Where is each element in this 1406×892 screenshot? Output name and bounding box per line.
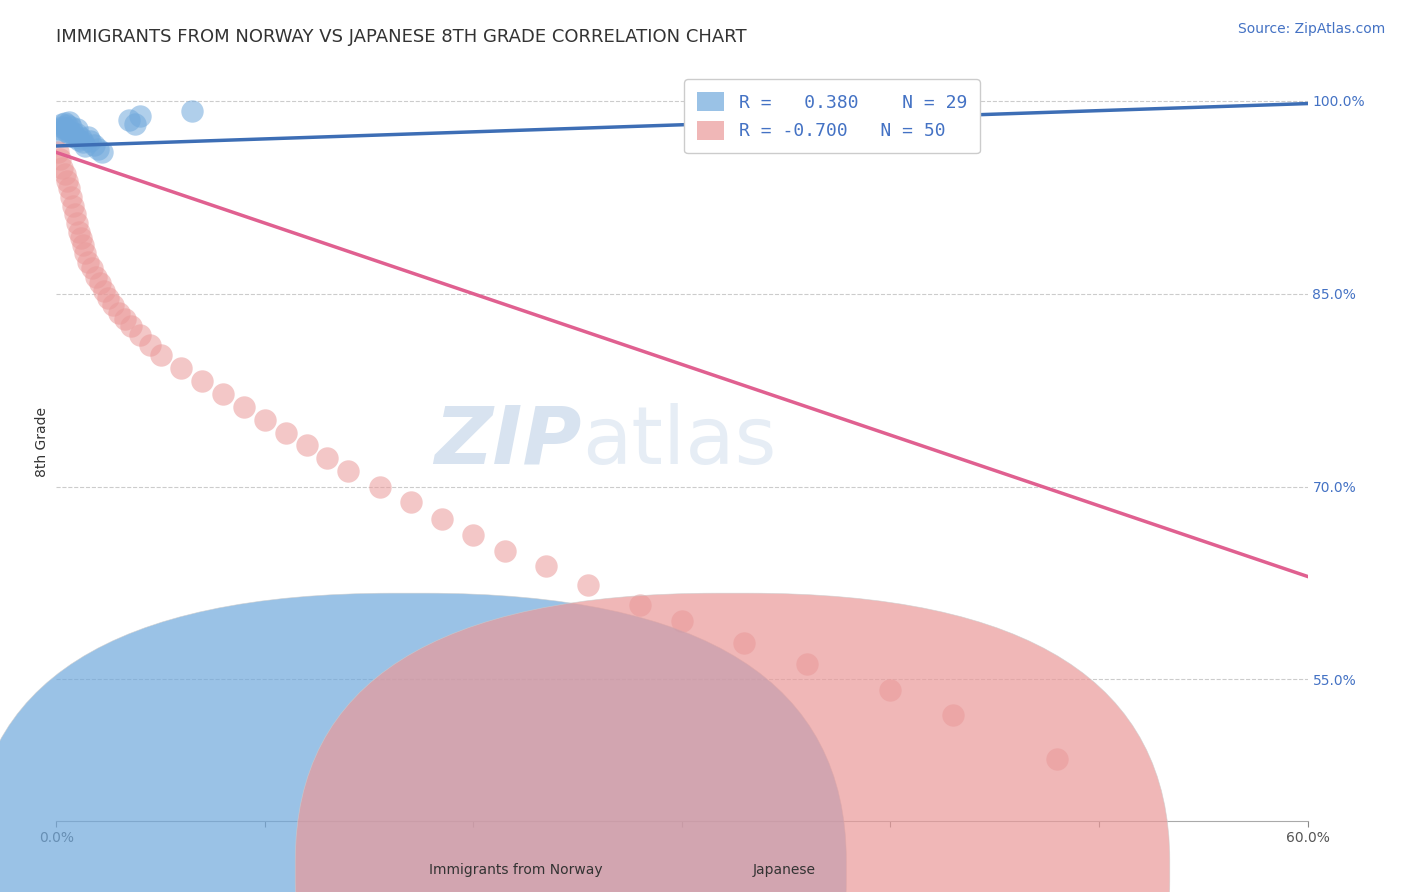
Point: [1046, 752, 1069, 766]
Point: [368, 479, 391, 493]
Point: [59, 128, 82, 143]
Point: [66, 128, 89, 142]
Text: Source: ZipAtlas.com: Source: ZipAtlas.com: [1237, 22, 1385, 37]
Point: [80, 261, 103, 276]
Point: [128, 327, 150, 342]
Point: [84, 270, 107, 285]
Point: [62, 126, 84, 140]
Point: [49, 152, 72, 166]
Point: [108, 306, 131, 320]
Point: [67, 225, 90, 239]
Point: [91, 145, 114, 160]
Point: [316, 451, 339, 466]
Point: [70, 231, 93, 245]
Point: [58, 123, 80, 137]
Text: atlas: atlas: [582, 402, 776, 481]
Point: [120, 318, 142, 333]
Point: [49, 122, 72, 136]
Point: [51, 161, 73, 175]
Point: [879, 682, 901, 697]
Point: [337, 464, 360, 478]
Text: Japanese: Japanese: [752, 863, 815, 877]
Point: [576, 578, 599, 592]
Point: [59, 190, 82, 204]
Point: [58, 114, 80, 128]
Point: [118, 113, 141, 128]
Point: [180, 104, 202, 119]
Point: [93, 284, 115, 298]
Point: [53, 167, 76, 181]
Y-axis label: 8th Grade: 8th Grade: [35, 407, 49, 476]
Point: [170, 361, 193, 376]
Point: [46, 145, 69, 160]
Point: [75, 139, 97, 153]
Text: ZIP: ZIP: [434, 402, 582, 481]
Point: [97, 291, 120, 305]
Point: [66, 122, 89, 136]
Point: [124, 117, 146, 131]
Text: Immigrants from Norway: Immigrants from Norway: [429, 863, 602, 877]
Point: [55, 119, 77, 133]
Point: [59, 120, 82, 134]
Point: [671, 615, 693, 629]
Point: [463, 528, 485, 542]
Point: [76, 130, 98, 145]
Point: [83, 137, 105, 152]
Point: [51, 117, 73, 131]
Point: [46, 126, 69, 140]
Point: [72, 238, 94, 252]
Point: [62, 199, 84, 213]
Point: [253, 413, 276, 427]
Point: [191, 374, 214, 388]
Point: [63, 207, 86, 221]
Point: [942, 708, 965, 723]
Legend: R =   0.380    N = 29, R = -0.700   N = 50: R = 0.380 N = 29, R = -0.700 N = 50: [685, 79, 980, 153]
Point: [274, 425, 297, 440]
Point: [295, 438, 318, 452]
Point: [70, 131, 93, 145]
Point: [536, 559, 558, 574]
Point: [149, 348, 172, 362]
Point: [87, 142, 110, 156]
Point: [128, 110, 150, 124]
Point: [76, 254, 98, 268]
Point: [494, 543, 516, 558]
Point: [89, 277, 111, 291]
Point: [399, 495, 422, 509]
Point: [114, 312, 136, 326]
Point: [51, 120, 73, 134]
Point: [212, 387, 235, 401]
Point: [79, 134, 101, 148]
Point: [796, 657, 818, 671]
Point: [75, 245, 97, 260]
Text: IMMIGRANTS FROM NORWAY VS JAPANESE 8TH GRADE CORRELATION CHART: IMMIGRANTS FROM NORWAY VS JAPANESE 8TH G…: [56, 28, 747, 45]
Point: [233, 400, 256, 414]
Point: [430, 511, 453, 525]
Point: [139, 338, 162, 352]
Point: [101, 298, 124, 312]
Point: [67, 132, 90, 146]
Point: [53, 120, 76, 135]
Point: [63, 130, 86, 145]
Point: [58, 181, 80, 195]
Point: [55, 174, 77, 188]
Point: [72, 135, 94, 149]
Point: [53, 116, 76, 130]
Point: [66, 216, 89, 230]
Point: [734, 636, 756, 650]
Point: [55, 125, 77, 139]
Point: [628, 598, 651, 612]
